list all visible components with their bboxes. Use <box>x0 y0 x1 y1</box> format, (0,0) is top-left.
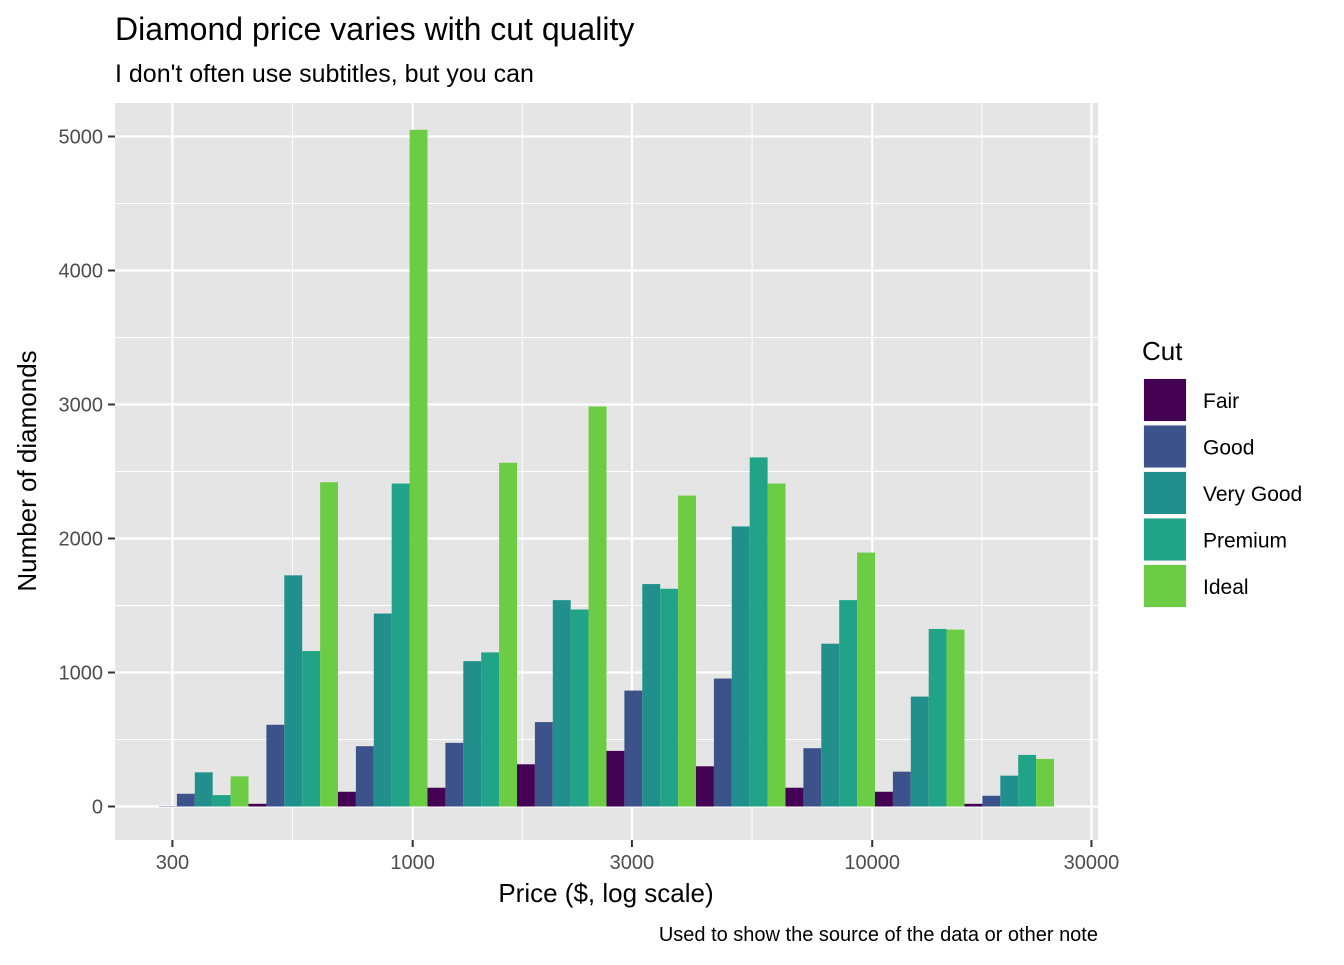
bar <box>821 644 839 807</box>
y-axis-label: Number of diamonds <box>12 350 42 591</box>
bar <box>642 584 660 806</box>
bar <box>356 746 374 806</box>
bar <box>982 796 1000 807</box>
x-axis-label: Price ($, log scale) <box>498 878 713 908</box>
bar <box>589 407 607 807</box>
legend-swatch <box>1144 472 1186 514</box>
x-tick-label: 10000 <box>844 852 900 874</box>
y-tick-label: 3000 <box>59 395 104 417</box>
bar <box>624 691 642 807</box>
bar <box>786 788 804 807</box>
bar <box>732 526 750 806</box>
bar <box>213 795 231 806</box>
legend: Cut Fair Good Very Good Premium Ideal <box>1142 336 1302 608</box>
bar <box>481 652 499 806</box>
bar <box>266 725 284 807</box>
x-tick-label: 300 <box>156 852 189 874</box>
bar <box>911 697 929 807</box>
legend-swatch <box>1144 519 1186 561</box>
chart-subtitle: I don't often use subtitles, but you can <box>115 60 534 88</box>
bar <box>195 772 213 806</box>
bar <box>768 484 786 807</box>
bar <box>875 792 893 807</box>
bar <box>463 661 481 806</box>
bar <box>535 722 553 806</box>
bar <box>338 792 356 807</box>
bar <box>660 589 678 807</box>
bar <box>929 629 947 807</box>
bar <box>607 751 625 807</box>
bar <box>803 748 821 806</box>
bar <box>1018 755 1036 807</box>
bar <box>320 482 338 806</box>
chart-caption: Used to show the source of the data or o… <box>659 924 1098 946</box>
bar <box>284 575 302 806</box>
x-axis-ticks: 300 1000 3000 10000 30000 <box>156 840 1120 874</box>
legend-swatch <box>1144 426 1186 468</box>
legend-title: Cut <box>1142 336 1183 366</box>
bar <box>428 788 446 807</box>
bar <box>571 610 589 807</box>
y-tick-label: 5000 <box>59 127 104 149</box>
legend-label: Good <box>1203 437 1254 460</box>
legend-label: Premium <box>1203 530 1287 553</box>
bar <box>714 679 732 807</box>
bar <box>302 651 320 806</box>
y-tick-label: 1000 <box>59 663 104 685</box>
y-axis-ticks: 0 1000 2000 3000 4000 5000 <box>59 127 116 819</box>
y-tick-label: 0 <box>92 797 103 819</box>
bar <box>696 766 714 806</box>
bar <box>249 804 267 807</box>
legend-label: Ideal <box>1203 576 1249 599</box>
bar <box>231 776 249 806</box>
bar <box>965 804 983 807</box>
bar <box>1000 776 1018 807</box>
y-tick-label: 4000 <box>59 261 104 283</box>
legend-label: Fair <box>1203 390 1239 413</box>
bar <box>392 484 410 807</box>
bar <box>177 794 195 807</box>
bar <box>839 600 857 806</box>
bar <box>410 130 428 807</box>
legend-label: Very Good <box>1203 483 1302 506</box>
bar <box>374 614 392 807</box>
bar <box>553 600 571 806</box>
legend-swatch <box>1144 565 1186 607</box>
bar <box>893 772 911 807</box>
y-tick-label: 2000 <box>59 529 104 551</box>
bar <box>499 463 517 807</box>
x-tick-label: 1000 <box>390 852 435 874</box>
legend-items: Fair Good Very Good Premium Ideal <box>1143 378 1302 608</box>
bar <box>857 553 875 807</box>
bar <box>1036 759 1054 807</box>
chart-title: Diamond price varies with cut quality <box>115 11 634 47</box>
x-tick-label: 30000 <box>1064 852 1120 874</box>
bar <box>517 764 535 806</box>
x-tick-label: 3000 <box>610 852 655 874</box>
bar <box>750 457 768 806</box>
bar <box>947 630 965 807</box>
legend-swatch <box>1144 379 1186 421</box>
bar <box>678 496 696 807</box>
bar <box>445 743 463 807</box>
